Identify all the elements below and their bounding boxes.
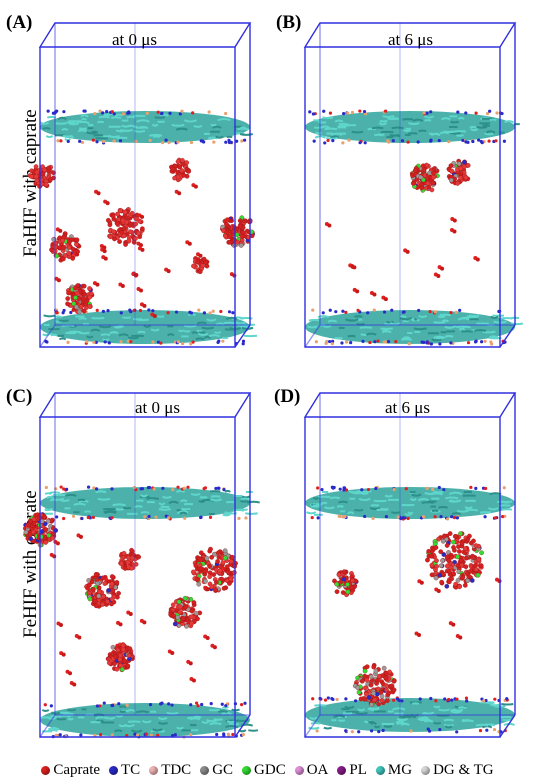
legend-item: DG & TG bbox=[421, 762, 494, 779]
panel-time-c: at 0 μs bbox=[135, 398, 180, 417]
legend-item: MG bbox=[375, 761, 413, 779]
panel-time-d: at 6 μs bbox=[385, 398, 430, 417]
panel-label-a: (A) bbox=[6, 12, 33, 33]
simulation-box-c bbox=[23, 392, 260, 739]
micelle-cluster bbox=[168, 595, 203, 629]
micelle-cluster bbox=[118, 547, 142, 571]
free-molecules bbox=[414, 577, 502, 640]
simulation-box-a bbox=[27, 22, 258, 348]
green-sphere-icon bbox=[242, 765, 252, 775]
simulation-box-b bbox=[303, 22, 524, 348]
micelle-cluster bbox=[352, 663, 397, 707]
panel-c bbox=[20, 385, 270, 755]
legend-label: DG & TG bbox=[433, 761, 494, 778]
micelle-cluster bbox=[84, 572, 121, 609]
micelle-cluster bbox=[106, 207, 145, 247]
membrane-layer bbox=[305, 485, 515, 521]
membrane-layer bbox=[40, 308, 258, 346]
membrane-layer bbox=[40, 701, 259, 739]
white-sphere-icon bbox=[421, 765, 431, 775]
membrane-layer bbox=[39, 109, 253, 145]
panel-label-d: (D) bbox=[274, 386, 301, 407]
gray-sphere-icon bbox=[200, 765, 210, 775]
panel-b bbox=[285, 15, 535, 365]
periodic-box-outline bbox=[38, 22, 252, 348]
legend-label: OA bbox=[306, 761, 329, 778]
panel-label-c: (C) bbox=[6, 386, 33, 407]
legend-item: GC bbox=[200, 762, 233, 779]
membrane-layer bbox=[305, 109, 520, 145]
purple-sphere-icon bbox=[337, 765, 347, 775]
panel-d bbox=[285, 385, 535, 755]
micelle-cluster bbox=[409, 162, 440, 193]
legend-label: GDC bbox=[254, 761, 286, 778]
legend-item: GDC bbox=[242, 762, 286, 779]
legend-item: OA bbox=[294, 761, 329, 779]
panel-time-b: at 6 μs bbox=[388, 30, 433, 49]
membrane-layer bbox=[305, 308, 524, 346]
micelle-cluster bbox=[332, 569, 359, 598]
periodic-box-outline bbox=[38, 392, 252, 738]
legend-label: PL bbox=[349, 761, 367, 778]
simulation-box-d bbox=[303, 392, 517, 738]
micelle-cluster bbox=[23, 512, 59, 548]
legend-item: TC bbox=[109, 762, 140, 779]
membrane-layer bbox=[40, 485, 260, 521]
micelle-cluster bbox=[49, 231, 82, 263]
micelle-cluster bbox=[191, 256, 210, 275]
periodic-box-outline bbox=[303, 392, 517, 738]
micelle-cluster bbox=[65, 283, 95, 315]
legend-label: TC bbox=[121, 761, 141, 778]
legend-label: TDC bbox=[161, 761, 192, 778]
legend-label: MG bbox=[387, 761, 413, 778]
legend: Caprate TC TDC GC GDC OA PL MG DG & TG bbox=[0, 757, 535, 783]
panel-label-b: (B) bbox=[276, 12, 302, 33]
orchid-sphere-icon bbox=[294, 765, 304, 775]
free-molecules bbox=[54, 183, 237, 318]
blue-sphere-icon bbox=[109, 765, 119, 775]
legend-item: PL bbox=[337, 762, 367, 779]
panel-a bbox=[20, 15, 270, 365]
legend-item: Caprate bbox=[41, 762, 100, 779]
micelle-cluster bbox=[425, 531, 484, 590]
legend-label: GC bbox=[212, 761, 234, 778]
legend-item: TDC bbox=[149, 762, 191, 779]
pink-sphere-icon bbox=[149, 765, 159, 775]
legend-label: Caprate bbox=[53, 761, 101, 778]
cyan-sphere-icon bbox=[375, 765, 385, 775]
red-sphere-icon bbox=[41, 765, 51, 775]
micelle-cluster bbox=[191, 546, 238, 593]
periodic-box-outline bbox=[303, 22, 517, 348]
micelle-cluster bbox=[27, 164, 56, 189]
panel-time-a: at 0 μs bbox=[112, 30, 157, 49]
micelle-cluster bbox=[446, 158, 471, 186]
free-molecules bbox=[324, 217, 480, 302]
micelle-cluster bbox=[169, 157, 192, 183]
